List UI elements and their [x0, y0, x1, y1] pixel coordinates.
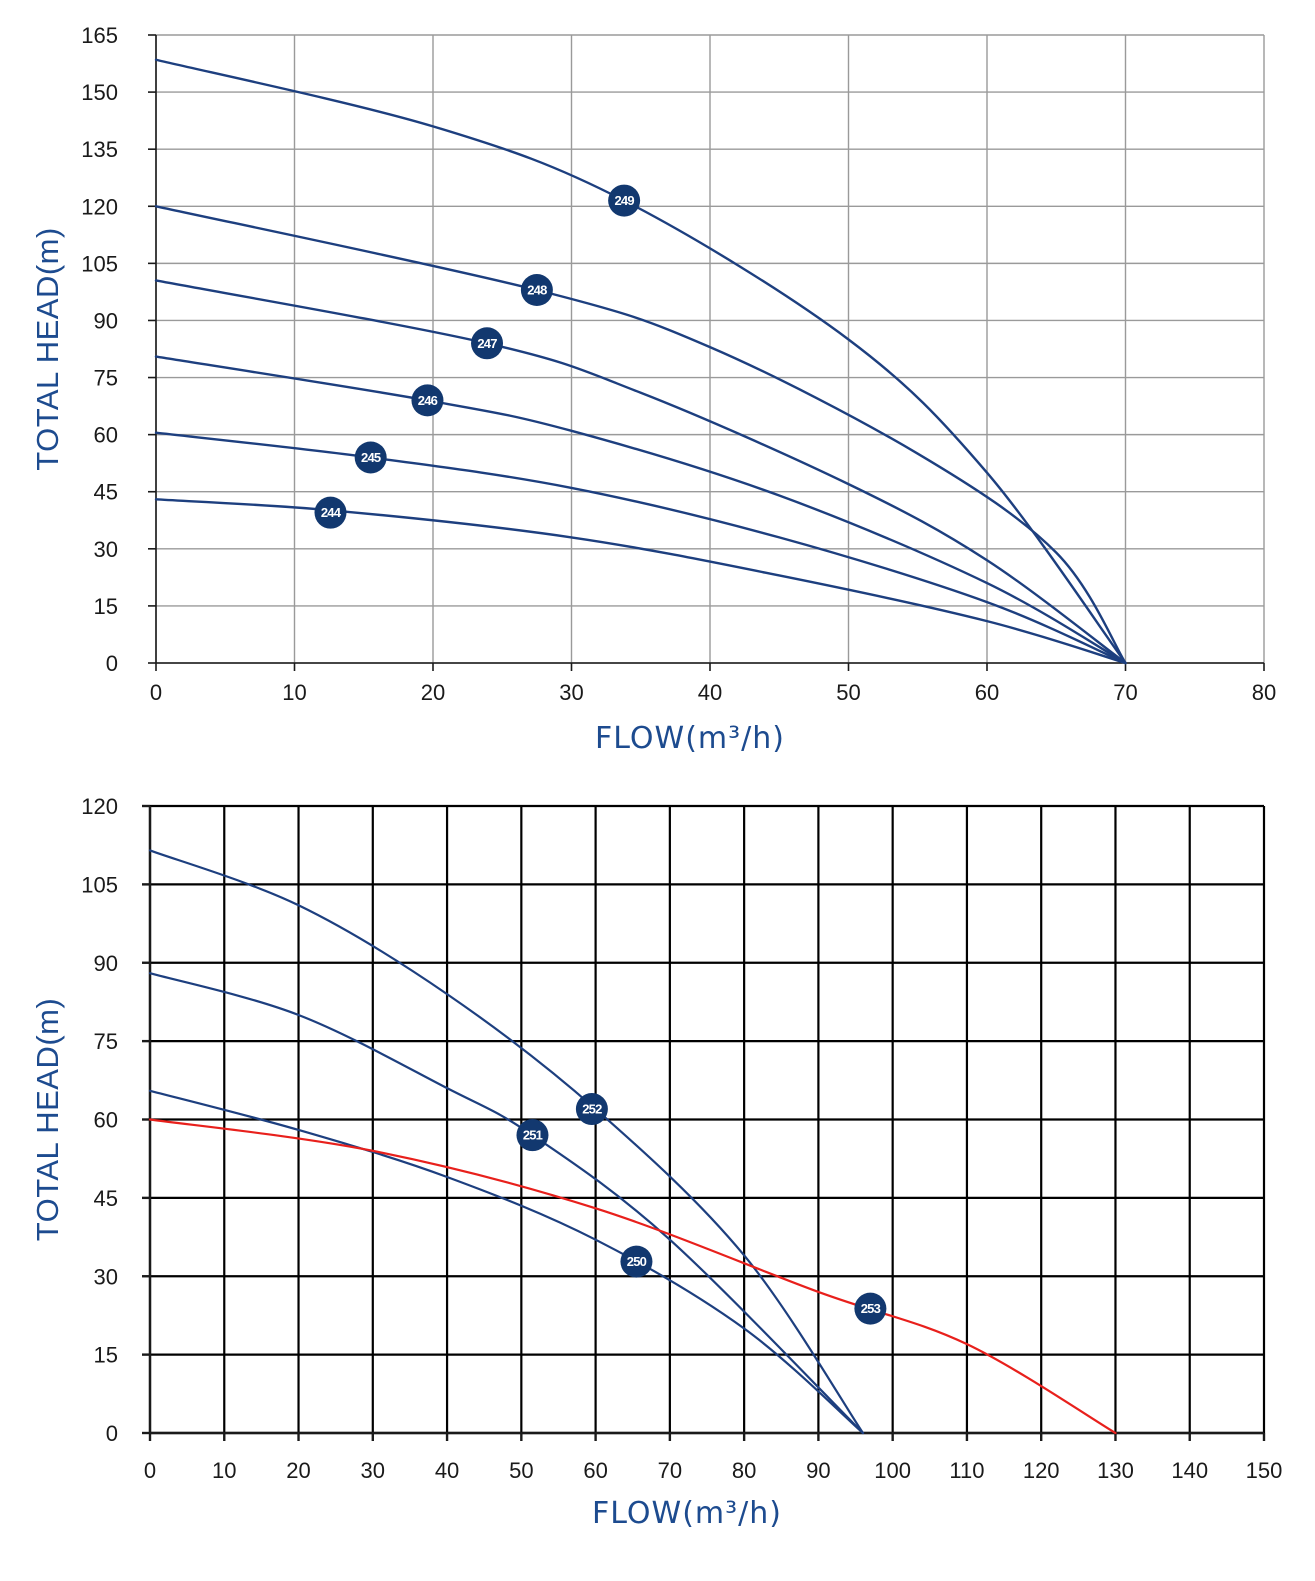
y-tick-label: 165	[81, 23, 118, 48]
series-badge-circle	[608, 184, 641, 217]
series-curve-245	[154, 431, 1127, 665]
x-tick-label: 10	[282, 680, 306, 705]
series-badge-246: 246	[411, 384, 444, 417]
series-badge-250: 250	[620, 1245, 653, 1278]
series-badge-circle	[620, 1245, 653, 1278]
y-tick-label: 0	[106, 651, 118, 676]
x-tick-label: 50	[836, 680, 860, 705]
x-tick-label: 150	[1246, 1458, 1283, 1483]
y-tick-label: 60	[94, 1108, 118, 1133]
series-badge-label: 244	[321, 505, 342, 520]
series-curve-247	[154, 279, 1127, 665]
x-axis-title: FLOW(m³/h)	[592, 1496, 782, 1531]
y-tick-label: 15	[94, 1343, 118, 1368]
series-badge-247: 247	[471, 327, 504, 360]
series-curve-252	[148, 849, 865, 1435]
y-tick-label: 30	[94, 537, 118, 562]
x-tick-label: 0	[150, 680, 162, 705]
series-badge-label: 245	[361, 450, 381, 465]
x-tick-label: 70	[658, 1458, 682, 1483]
x-tick-label: 30	[559, 680, 583, 705]
y-tick-label: 90	[94, 308, 118, 333]
axes	[142, 804, 1266, 1441]
series-badge-circle	[314, 496, 347, 529]
y-tick-label: 105	[81, 251, 118, 276]
y-axis-title: TOTAL HEAD(m)	[30, 998, 65, 1242]
x-tick-label: 60	[583, 1458, 607, 1483]
y-axis-title: TOTAL HEAD(m)	[30, 227, 65, 471]
series-badge-circle	[520, 274, 553, 307]
x-tick-label: 100	[874, 1458, 911, 1483]
axes	[148, 34, 1265, 671]
series-badge-245: 245	[354, 441, 387, 474]
y-tick-label: 135	[81, 137, 118, 162]
grid	[148, 804, 1266, 1435]
y-tick-label: 30	[94, 1264, 118, 1289]
x-tick-label: 80	[732, 1458, 756, 1483]
x-tick-label: 110	[949, 1458, 984, 1483]
series-badge-251: 251	[516, 1119, 549, 1152]
series-badge-248: 248	[520, 274, 553, 307]
x-tick-label: 120	[1023, 1458, 1060, 1483]
series-badge-label: 251	[523, 1128, 543, 1143]
series-badge-label: 249	[614, 193, 634, 208]
x-tick-label: 20	[286, 1458, 310, 1483]
x-axis-title: FLOW(m³/h)	[595, 721, 785, 756]
x-tick-label: 90	[806, 1458, 830, 1483]
series-curve-244	[154, 498, 1127, 665]
series-badge-label: 253	[861, 1301, 881, 1316]
x-tick-label: 130	[1097, 1458, 1134, 1483]
series-badge-244: 244	[314, 496, 347, 529]
chart-2: 0 10 20 30 40 50 60 70 80 90 100 110 120 130 140 150 0 15…	[30, 794, 1282, 1531]
series-badge-label: 250	[627, 1254, 647, 1269]
y-tick-label: 15	[94, 594, 118, 619]
y-tick-label: 60	[94, 423, 118, 448]
series-badge-252: 252	[575, 1093, 608, 1126]
x-tick-label: 80	[1252, 680, 1276, 705]
series-curve-249	[154, 58, 1127, 665]
series-curve-248	[154, 205, 1127, 665]
series-curve-253	[148, 1118, 1117, 1435]
grid	[155, 34, 1265, 664]
series-badge-circle	[516, 1119, 549, 1152]
x-tick-label: 30	[361, 1458, 385, 1483]
y-tick-label: 105	[81, 872, 118, 897]
series-badge-circle	[411, 384, 444, 417]
series-badge-circle	[854, 1292, 887, 1325]
x-tick-label: 0	[144, 1458, 156, 1483]
series-badge-circle	[471, 327, 504, 360]
x-tick-label: 10	[212, 1458, 236, 1483]
series-badge-253: 253	[854, 1292, 887, 1325]
x-tick-label: 40	[698, 680, 722, 705]
y-tick-label: 45	[94, 480, 118, 505]
y-tick-label: 0	[106, 1421, 118, 1446]
series-badge-circle	[354, 441, 387, 474]
x-tick-label: 50	[509, 1458, 533, 1483]
y-tick-label: 90	[94, 951, 118, 976]
y-tick-label: 120	[81, 794, 118, 819]
y-tick-label: 120	[81, 194, 118, 219]
chart-1: 0 10 20 30 40 50 60 70 80 0 15 30 45 60 75 90 105 120 135 1…	[30, 23, 1276, 756]
series-badge-label: 252	[582, 1102, 602, 1117]
series-curve-246	[154, 355, 1127, 665]
x-tick-label: 60	[975, 680, 999, 705]
x-tick-label: 40	[435, 1458, 459, 1483]
x-tick-label: 70	[1113, 680, 1137, 705]
series-curve-250	[148, 1089, 865, 1435]
series-badge-label: 248	[527, 283, 547, 298]
y-tick-label: 45	[94, 1186, 118, 1211]
series-badge-circle	[575, 1093, 608, 1126]
series-badge-label: 246	[418, 393, 438, 408]
y-tick-label: 75	[94, 1029, 118, 1054]
x-tick-label: 140	[1171, 1458, 1208, 1483]
y-tick-label: 75	[94, 366, 118, 391]
x-tick-label: 20	[421, 680, 445, 705]
series-curve-251	[148, 972, 865, 1435]
series-badge-249: 249	[608, 184, 641, 217]
y-tick-label: 150	[81, 80, 118, 105]
series-badge-label: 247	[477, 336, 497, 351]
